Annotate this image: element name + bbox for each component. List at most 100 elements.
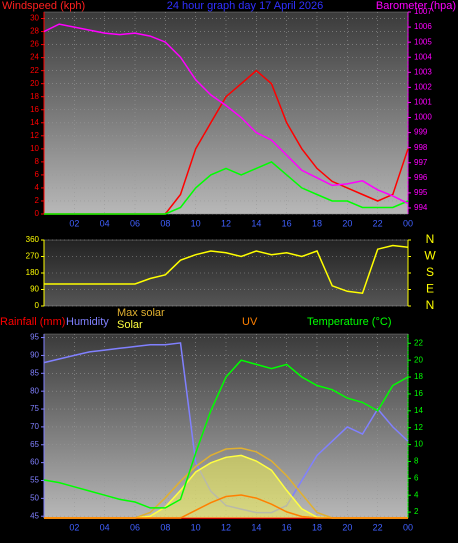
- y2-tick-label: 12: [414, 423, 423, 432]
- y-tick-label: 90: [30, 285, 39, 294]
- y-tick-label: 90: [30, 351, 39, 360]
- x-tick-label: 12: [221, 218, 231, 228]
- y-tick-label: 70: [30, 422, 39, 431]
- y-tick-label: 180: [26, 268, 40, 277]
- y-tick-label: 270: [26, 252, 40, 261]
- x-tick-label: 18: [312, 522, 322, 532]
- series-line: [43, 342, 409, 514]
- y2-tick-label: 4: [414, 490, 419, 499]
- y2-tick-label: 8: [414, 457, 419, 466]
- series-line: [43, 23, 409, 205]
- y-tick-label: 75: [30, 404, 39, 413]
- x-tick-label: 16: [282, 218, 292, 228]
- x-tick-label: 00: [403, 218, 413, 228]
- y-tick-label: 4: [35, 183, 40, 192]
- y2-tick-label: 1000: [414, 113, 432, 122]
- y2-tick-label: 6: [414, 473, 419, 482]
- y-tick-label: 65: [30, 440, 39, 449]
- y-axis-label: Windspeed (kph): [2, 0, 85, 12]
- x-tick-label: 00: [403, 522, 413, 532]
- y-tick-label: 0: [35, 301, 40, 310]
- x-tick-label: 20: [342, 218, 352, 228]
- x-tick-label: 10: [191, 522, 201, 532]
- legend-label: Rainfall (mm): [0, 316, 65, 328]
- y2-tick-label: 999: [414, 128, 428, 137]
- x-tick-label: 14: [251, 522, 261, 532]
- y-tick-label: 45: [30, 511, 39, 520]
- y2-tick-label: 1001: [414, 98, 432, 107]
- y-tick-label: 80: [30, 386, 39, 395]
- y2-tick-label: 994: [414, 203, 428, 212]
- y-tick-label: 10: [30, 144, 39, 153]
- y-tick-label: 95: [30, 333, 39, 342]
- x-tick-label: 18: [312, 218, 322, 228]
- y-tick-label: 20: [30, 79, 39, 88]
- series-line: [44, 494, 408, 519]
- y2-tick-label: 1002: [414, 82, 432, 91]
- y-tick-label: 28: [30, 27, 39, 36]
- x-tick-label: 08: [160, 522, 170, 532]
- series-line: [43, 359, 409, 509]
- y-tick-label: 60: [30, 458, 39, 467]
- y2-tick-label: S: [426, 265, 434, 279]
- x-tick-label: 16: [282, 522, 292, 532]
- y-tick-label: 50: [30, 493, 39, 502]
- y-tick-label: 14: [30, 118, 39, 127]
- y-tick-label: 26: [30, 40, 39, 49]
- legend-label: Max solar: [117, 307, 165, 319]
- x-tick-label: 12: [221, 522, 231, 532]
- x-tick-label: 14: [251, 218, 261, 228]
- y-tick-label: 30: [30, 14, 39, 23]
- y2-tick-label: 20: [414, 355, 423, 364]
- x-tick-label: 02: [69, 522, 79, 532]
- y2-tick-label: 997: [414, 158, 428, 167]
- y2-tick-label: 1006: [414, 22, 432, 31]
- x-tick-label: 06: [130, 522, 140, 532]
- y-tick-label: 6: [35, 170, 40, 179]
- y-tick-label: 22: [30, 66, 39, 75]
- x-tick-label: 22: [373, 218, 383, 228]
- y-tick-label: 0: [35, 209, 40, 218]
- x-tick-label: 04: [100, 218, 110, 228]
- y2-tick-label: 16: [414, 389, 423, 398]
- y2-tick-label: E: [426, 282, 434, 296]
- y2-tick-label: 2: [414, 507, 419, 516]
- y2-tick-label: 18: [414, 372, 423, 381]
- legend-label: Temperature (°C): [307, 316, 391, 328]
- y2-tick-label: 1004: [414, 52, 432, 61]
- y2-tick-label: 10: [414, 440, 423, 449]
- y-tick-label: 85: [30, 368, 39, 377]
- y2-tick-label: 1003: [414, 67, 432, 76]
- y-tick-label: 55: [30, 476, 39, 485]
- y-tick-label: 2: [35, 196, 40, 205]
- y2-axis-label: Barometer (hpa): [376, 0, 456, 12]
- x-tick-label: 02: [69, 218, 79, 228]
- plot-area: [43, 239, 409, 307]
- y2-tick-label: 996: [414, 173, 428, 182]
- y2-tick-label: W: [424, 249, 436, 263]
- y-tick-label: 16: [30, 105, 39, 114]
- y2-tick-label: 1005: [414, 37, 432, 46]
- y2-tick-label: N: [426, 298, 435, 312]
- y2-tick-label: 995: [414, 188, 428, 197]
- x-tick-label: 06: [130, 218, 140, 228]
- y2-tick-label: N: [426, 232, 435, 246]
- legend-label: UV: [242, 316, 258, 328]
- x-tick-label: 04: [100, 522, 110, 532]
- y-tick-label: 18: [30, 92, 39, 101]
- legend-label: Humidity: [66, 316, 109, 328]
- x-tick-label: 10: [191, 218, 201, 228]
- y-tick-label: 24: [30, 53, 39, 62]
- y2-tick-label: 22: [414, 338, 423, 347]
- chart-title: 24 hour graph day 17 April 2026: [167, 0, 324, 12]
- legend-label: Solar: [117, 319, 143, 331]
- area: [44, 455, 408, 518]
- y2-tick-label: 1007: [414, 7, 432, 16]
- y-tick-label: 12: [30, 131, 39, 140]
- x-tick-label: 22: [373, 522, 383, 532]
- series-line: [44, 161, 409, 215]
- x-tick-label: 20: [342, 522, 352, 532]
- y2-tick-label: 14: [414, 406, 423, 415]
- y-tick-label: 8: [35, 157, 40, 166]
